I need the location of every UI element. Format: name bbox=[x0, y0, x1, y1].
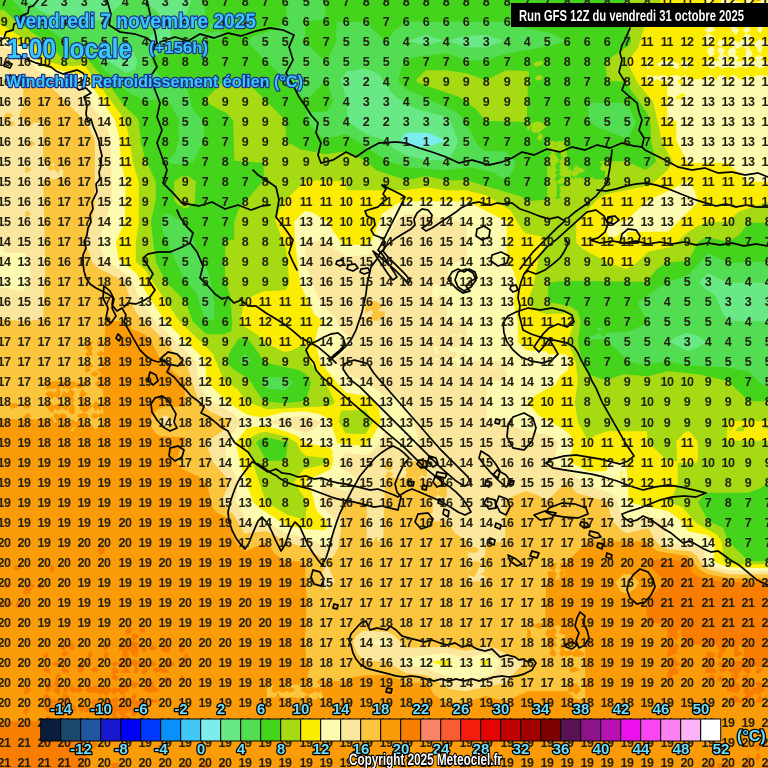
svg-text:46: 46 bbox=[653, 701, 670, 718]
svg-text:-10: -10 bbox=[90, 701, 112, 718]
svg-text:36: 36 bbox=[553, 741, 570, 758]
svg-text:44: 44 bbox=[633, 741, 650, 758]
svg-text:-4: -4 bbox=[154, 741, 168, 758]
svg-text:4: 4 bbox=[237, 741, 246, 758]
svg-text:14: 14 bbox=[333, 701, 350, 718]
svg-text:12: 12 bbox=[313, 741, 330, 758]
svg-text:26: 26 bbox=[453, 701, 470, 718]
svg-text:0: 0 bbox=[197, 741, 205, 758]
svg-text:-6: -6 bbox=[134, 701, 147, 718]
svg-text:Copyright 2025 Meteociel.fr: Copyright 2025 Meteociel.fr bbox=[349, 750, 502, 768]
svg-text:1:00 locale: 1:00 locale bbox=[7, 33, 132, 64]
svg-text:16: 16 bbox=[353, 741, 370, 758]
svg-text:-14: -14 bbox=[50, 701, 72, 718]
svg-text:(+156h): (+156h) bbox=[149, 40, 208, 57]
svg-text:20: 20 bbox=[393, 741, 410, 758]
svg-text:Windchill / Refroidissement éo: Windchill / Refroidissement éolien (°C) bbox=[6, 72, 303, 91]
svg-text:-2: -2 bbox=[174, 701, 187, 718]
svg-text:40: 40 bbox=[593, 741, 610, 758]
svg-text:50: 50 bbox=[693, 701, 710, 718]
svg-text:28: 28 bbox=[473, 741, 490, 758]
svg-text:vendredi 7 novembre 2025: vendredi 7 novembre 2025 bbox=[15, 10, 256, 33]
svg-text:-8: -8 bbox=[114, 741, 127, 758]
svg-text:24: 24 bbox=[433, 741, 450, 758]
svg-text:22: 22 bbox=[413, 701, 430, 718]
svg-text:6: 6 bbox=[257, 701, 265, 718]
svg-text:30: 30 bbox=[493, 701, 510, 718]
svg-text:52: 52 bbox=[713, 741, 730, 758]
svg-text:38: 38 bbox=[573, 701, 590, 718]
svg-text:-12: -12 bbox=[70, 741, 92, 758]
svg-text:34: 34 bbox=[533, 701, 550, 718]
svg-text:18: 18 bbox=[373, 701, 390, 718]
svg-text:8: 8 bbox=[277, 741, 285, 758]
svg-text:10: 10 bbox=[293, 701, 310, 718]
svg-text:32: 32 bbox=[513, 741, 530, 758]
svg-text:(°C): (°C) bbox=[737, 728, 766, 745]
svg-text:Run GFS 12Z du vendredi 31 oct: Run GFS 12Z du vendredi 31 octobre 2025 bbox=[519, 8, 744, 25]
svg-text:2: 2 bbox=[217, 701, 225, 718]
svg-text:48: 48 bbox=[673, 741, 690, 758]
svg-text:42: 42 bbox=[613, 701, 630, 718]
